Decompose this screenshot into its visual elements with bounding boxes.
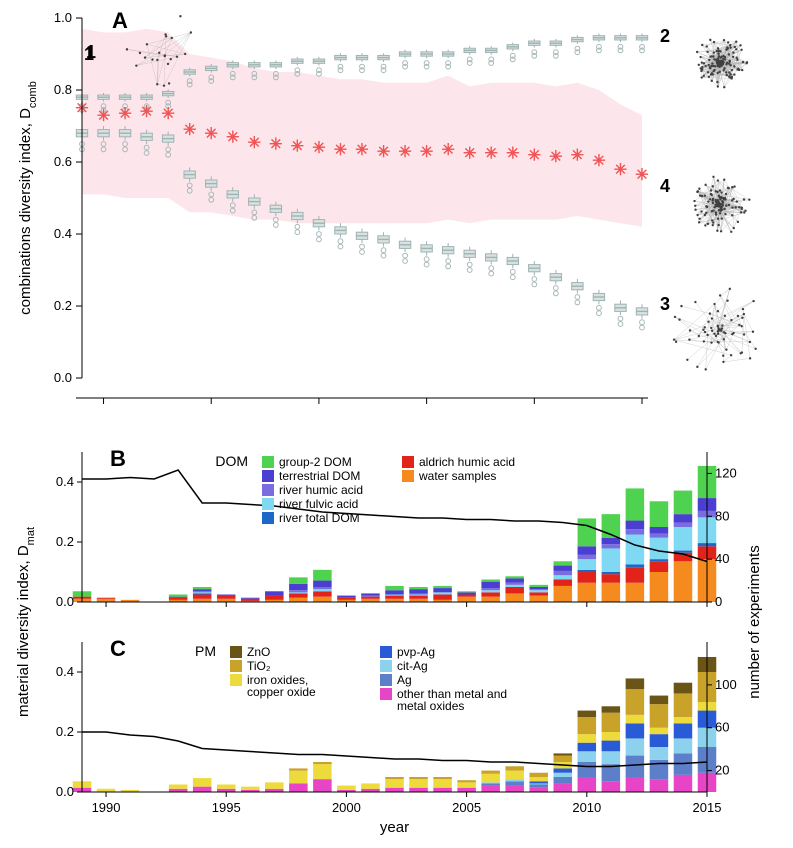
svg-text:✳: ✳ bbox=[592, 153, 605, 170]
svg-text:water samples: water samples bbox=[418, 469, 496, 483]
ytick-label: 0.0 bbox=[56, 594, 74, 609]
panel-c-bars bbox=[73, 657, 717, 792]
network-4 bbox=[693, 176, 750, 233]
svg-text:group-2 DOM: group-2 DOM bbox=[279, 455, 352, 469]
svg-text:✳: ✳ bbox=[334, 142, 347, 159]
svg-text:✳: ✳ bbox=[97, 108, 110, 125]
svg-text:✳: ✳ bbox=[463, 146, 476, 163]
svg-text:✳: ✳ bbox=[441, 142, 454, 159]
y2tick-label: 40 bbox=[715, 551, 729, 566]
network-3 bbox=[673, 288, 757, 371]
ytick-label: 0.4 bbox=[56, 474, 74, 489]
x-axis-label: year bbox=[380, 819, 409, 836]
y2tick-label: 80 bbox=[715, 508, 729, 523]
panel-a-ylabel: combinations diversity index, Dcomb bbox=[17, 81, 39, 315]
svg-text:✳: ✳ bbox=[183, 122, 196, 139]
xtick-label: 2010 bbox=[572, 800, 601, 815]
svg-text:✳: ✳ bbox=[269, 137, 282, 154]
svg-text:river fulvic acid: river fulvic acid bbox=[279, 497, 358, 511]
ytick-label: 0.2 bbox=[56, 724, 74, 739]
svg-text:✳: ✳ bbox=[355, 142, 368, 159]
panel-letter-a: A bbox=[112, 8, 128, 33]
svg-text:metal oxides: metal oxides bbox=[397, 699, 464, 713]
svg-text:✳: ✳ bbox=[377, 144, 390, 161]
svg-text:ZnO: ZnO bbox=[247, 645, 270, 659]
svg-text:DOM: DOM bbox=[215, 453, 248, 469]
xtick-label: 2005 bbox=[452, 800, 481, 815]
xtick-label: 1990 bbox=[92, 800, 121, 815]
svg-text:terrestrial DOM: terrestrial DOM bbox=[279, 469, 360, 483]
svg-text:cit-Ag: cit-Ag bbox=[397, 659, 428, 673]
y2tick-label: 0 bbox=[715, 594, 722, 609]
panel-letter-c: C bbox=[110, 636, 126, 661]
panel-bc-ylabel: material diversity index, Dmat bbox=[15, 527, 37, 717]
svg-text:✳: ✳ bbox=[140, 104, 153, 121]
svg-text:copper oxide: copper oxide bbox=[247, 685, 316, 699]
svg-text:aldrich humic acid: aldrich humic acid bbox=[419, 455, 515, 469]
ytick-label: 0.8 bbox=[54, 82, 72, 97]
svg-text:✳: ✳ bbox=[312, 140, 325, 157]
svg-text:✳: ✳ bbox=[635, 167, 648, 184]
svg-text:✳: ✳ bbox=[614, 162, 627, 179]
xtick-label: 2015 bbox=[693, 800, 722, 815]
panel-bc-y2label: number of experiments bbox=[746, 545, 763, 698]
ytick-label: 0.0 bbox=[56, 784, 74, 799]
xtick-label: 2000 bbox=[332, 800, 361, 815]
y2tick-label: 60 bbox=[715, 720, 729, 735]
svg-text:river total DOM: river total DOM bbox=[279, 511, 360, 525]
svg-text:✳: ✳ bbox=[291, 138, 304, 155]
panel-c-legend: PMZnOTiO₂iron oxides,copper oxidepvp-Agc… bbox=[195, 643, 507, 713]
y2tick-label: 120 bbox=[715, 465, 737, 480]
svg-text:PM: PM bbox=[195, 643, 216, 659]
panel-letter-b: B bbox=[110, 446, 126, 471]
ytick-label: 0.4 bbox=[56, 664, 74, 679]
svg-text:✳: ✳ bbox=[398, 144, 411, 161]
inset-num-2: 2 bbox=[660, 26, 670, 46]
svg-text:✳: ✳ bbox=[420, 144, 433, 161]
svg-text:✳: ✳ bbox=[161, 106, 174, 123]
svg-text:✳: ✳ bbox=[118, 106, 131, 123]
svg-text:✳: ✳ bbox=[226, 129, 239, 146]
y2tick-label: 20 bbox=[715, 763, 729, 778]
svg-text:Ag: Ag bbox=[397, 673, 412, 687]
ytick-label: 0.4 bbox=[54, 226, 72, 241]
svg-text:✳: ✳ bbox=[528, 147, 541, 164]
svg-text:✳: ✳ bbox=[549, 149, 562, 166]
y2tick-label: 100 bbox=[715, 677, 737, 692]
svg-text:TiO₂: TiO₂ bbox=[247, 659, 271, 673]
svg-text:✳: ✳ bbox=[506, 146, 519, 163]
ytick-label: 0.2 bbox=[56, 534, 74, 549]
ytick-label: 0.6 bbox=[54, 154, 72, 169]
svg-text:pvp-Ag: pvp-Ag bbox=[397, 645, 435, 659]
network-2 bbox=[696, 39, 748, 89]
ytick-label: 0.0 bbox=[54, 370, 72, 385]
svg-text:✳: ✳ bbox=[205, 126, 218, 143]
ytick-label: 0.2 bbox=[54, 298, 72, 313]
svg-text:✳: ✳ bbox=[485, 146, 498, 163]
inset-num-4: 4 bbox=[660, 176, 670, 196]
inset-num-3: 3 bbox=[660, 294, 670, 314]
panel-b-bars bbox=[73, 466, 717, 602]
ytick-label: 1.0 bbox=[54, 10, 72, 25]
xtick-label: 1995 bbox=[212, 800, 241, 815]
svg-text:river humic acid: river humic acid bbox=[279, 483, 363, 497]
svg-text:✳: ✳ bbox=[248, 135, 261, 152]
svg-text:✳: ✳ bbox=[571, 147, 584, 164]
inset-num-1: 1 bbox=[84, 44, 94, 64]
